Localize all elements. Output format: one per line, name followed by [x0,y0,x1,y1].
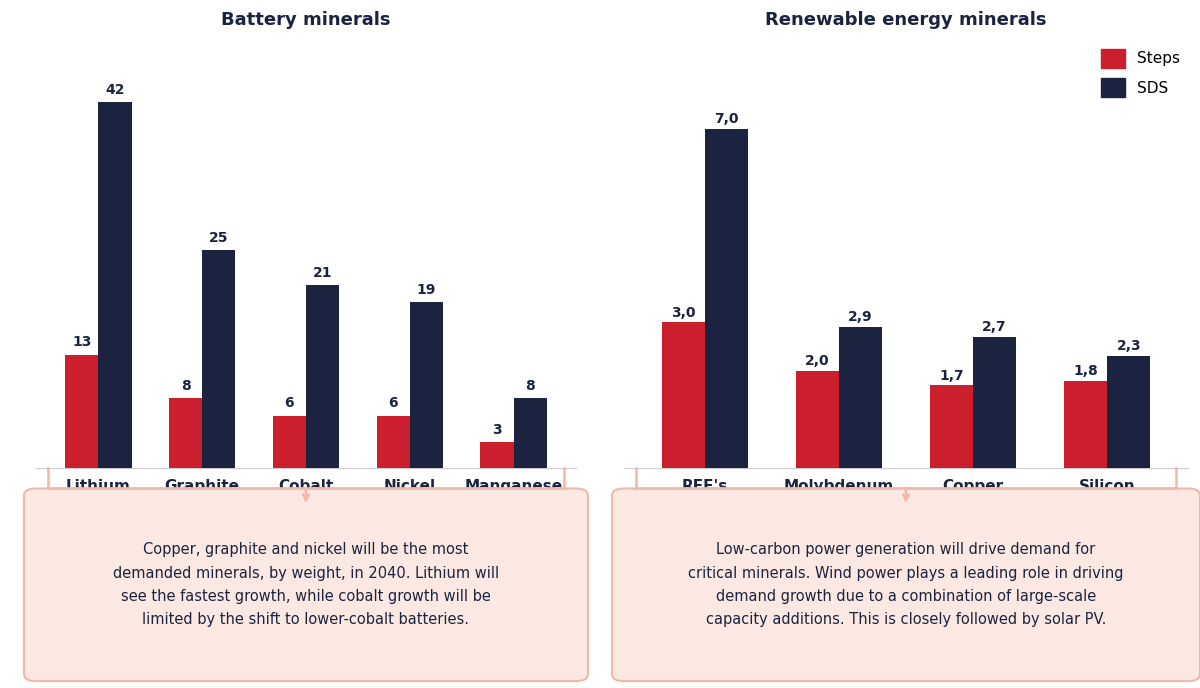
Text: 6: 6 [284,396,294,410]
Bar [65,355,98,468]
Text: 2,7: 2,7 [983,320,1007,334]
Text: Low-carbon power generation will drive demand for
critical minerals. Wind power : Low-carbon power generation will drive d… [689,542,1123,627]
Text: 6: 6 [389,396,398,410]
Bar [98,103,132,468]
Text: 1,7: 1,7 [940,369,964,383]
Bar [306,285,340,468]
Bar [1108,356,1151,468]
Text: 3: 3 [492,422,502,436]
Bar [169,398,202,468]
Title: Renewable energy minerals: Renewable energy minerals [766,10,1046,29]
Text: 2,3: 2,3 [1117,339,1141,354]
Bar [704,129,748,468]
Bar [272,416,306,468]
Bar [514,398,547,468]
Text: 21: 21 [313,266,332,280]
Bar [930,385,973,468]
Bar [796,371,839,468]
Bar [839,327,882,468]
Text: 7,0: 7,0 [714,111,738,126]
Text: 1,8: 1,8 [1074,364,1098,378]
Text: 19: 19 [416,283,436,297]
Bar [377,416,410,468]
Bar [410,303,443,468]
Text: 42: 42 [106,83,125,97]
Text: 8: 8 [526,379,535,393]
Text: Copper, graphite and nickel will be the most
demanded minerals, by weight, in 20: Copper, graphite and nickel will be the … [113,542,499,627]
Text: 2,9: 2,9 [848,310,872,324]
Text: 2,0: 2,0 [805,354,829,368]
Bar [973,337,1016,468]
Text: 13: 13 [72,336,91,350]
Bar [202,250,235,468]
Bar [480,442,514,468]
Text: 8: 8 [181,379,191,393]
Legend: Steps, SDS: Steps, SDS [1100,49,1181,97]
Text: 3,0: 3,0 [671,305,695,319]
Text: 25: 25 [209,231,228,245]
Title: Battery minerals: Battery minerals [221,10,391,29]
Bar [661,323,704,468]
Bar [1064,380,1108,468]
